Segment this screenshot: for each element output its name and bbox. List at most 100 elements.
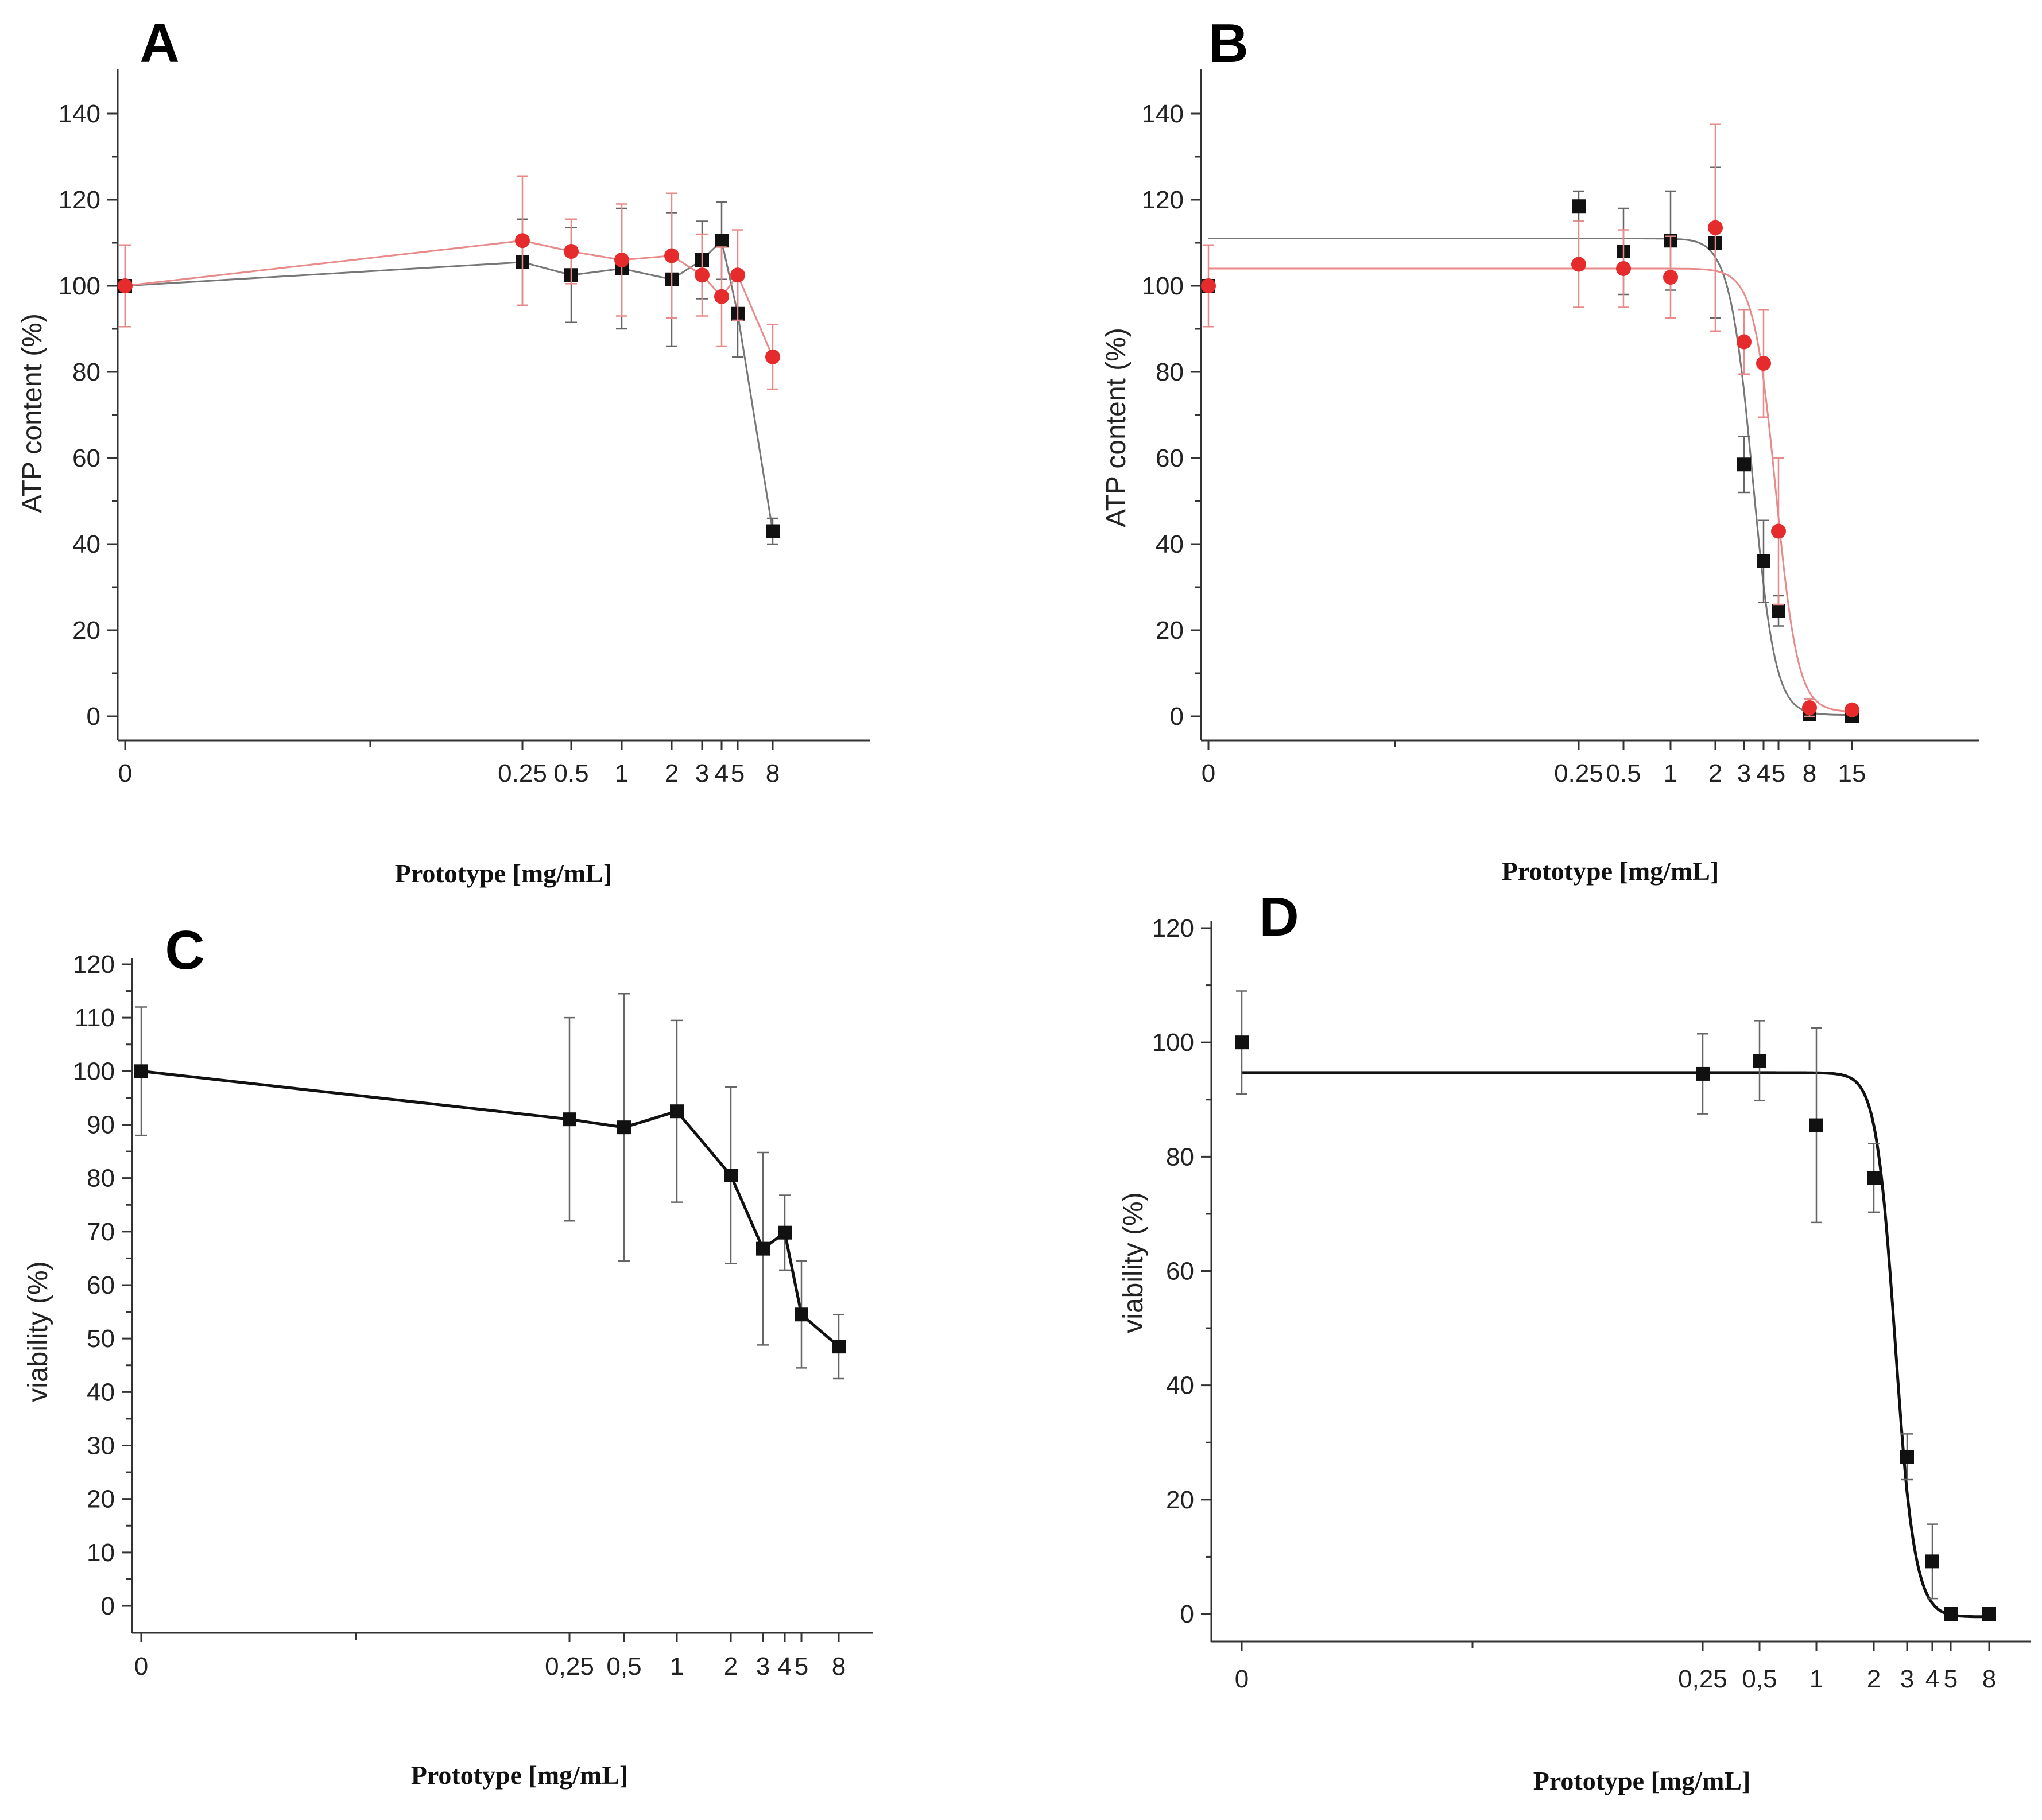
- fit-curve: [1208, 267, 1853, 713]
- x-tick-label: 4: [715, 759, 729, 787]
- data-point: [1809, 1118, 1823, 1132]
- data-point: [118, 278, 133, 293]
- y-tick-label: 100: [1142, 272, 1184, 300]
- data-point: [1772, 604, 1785, 618]
- data-point: [1900, 1450, 1914, 1464]
- y-tick-label: 120: [59, 186, 100, 214]
- data-point: [724, 1169, 738, 1183]
- data-point: [1235, 1035, 1249, 1050]
- x-tick-label: 8: [1982, 1665, 1996, 1693]
- data-point: [695, 267, 710, 283]
- y-axis-title: ATP content (%): [1101, 328, 1132, 527]
- fit-curve: [1208, 238, 1852, 716]
- x-tick-label: 5: [1944, 1665, 1958, 1693]
- x-tick-label: 2: [665, 759, 679, 787]
- data-point: [714, 289, 729, 304]
- y-tick-label: 60: [1166, 1258, 1194, 1286]
- panel-letter: D: [1259, 886, 1299, 948]
- x-axis-title: Prototype [mg/mL]: [411, 1760, 629, 1790]
- panel-letter: A: [140, 13, 179, 74]
- data-point: [795, 1307, 808, 1322]
- chart-panel-B: B 0 20 40 60 80 100 120 140 0 0.25 0.5 1 2 3 4 5 8 15 ATP c…: [1101, 13, 1979, 886]
- x-tick-label: 5: [1772, 759, 1785, 787]
- y-tick-label: 0: [1180, 1600, 1194, 1628]
- x-tick-label: 5: [731, 759, 745, 787]
- data-point: [134, 1064, 148, 1078]
- data-point: [664, 248, 679, 263]
- x-tick-label: 3: [695, 759, 709, 787]
- x-axis-title: Prototype [mg/mL]: [1533, 1766, 1751, 1795]
- x-axis-title: Prototype [mg/mL]: [395, 859, 613, 888]
- data-point: [1982, 1607, 1996, 1621]
- y-tick-label: 20: [87, 1485, 115, 1514]
- data-point: [563, 1112, 576, 1127]
- data-point: [1756, 356, 1771, 371]
- data-point: [778, 1225, 792, 1240]
- y-tick-label: 20: [1156, 616, 1184, 645]
- data-point: [730, 267, 745, 283]
- chart-panel-A: A 0 20 40 60 80 100 120 140 0 0.25 0.5 1 2 3 4 5 8 ATP con…: [17, 13, 870, 888]
- x-tick-label: 2: [1867, 1665, 1881, 1693]
- x-tick-label: 3: [756, 1652, 770, 1681]
- y-tick-label: 80: [1156, 358, 1184, 386]
- chart-panel-C: C 0 10 20 30 40 50 60 70 80 90 100 110 120 0 0,25 0,5 1 2 3…: [23, 919, 873, 1790]
- x-tick-label: 3: [1900, 1665, 1914, 1693]
- x-tick-label: 4: [778, 1652, 792, 1681]
- data-point: [617, 1120, 631, 1135]
- y-tick-label: 120: [1142, 186, 1184, 214]
- series-black: [118, 201, 780, 545]
- x-tick-label: 8: [1803, 759, 1816, 787]
- data-point: [715, 234, 729, 248]
- data-point: [1771, 523, 1786, 539]
- y-axis-title: ATP content (%): [17, 313, 48, 513]
- panel-letter: B: [1208, 13, 1248, 74]
- data-point: [1802, 700, 1817, 715]
- y-tick-label: 140: [1142, 100, 1184, 128]
- data-point: [1616, 261, 1631, 276]
- y-tick-label: 0: [101, 1592, 115, 1620]
- x-tick-label: 1: [1664, 759, 1677, 787]
- data-point: [1753, 1054, 1766, 1068]
- data-point: [1696, 1066, 1710, 1081]
- data-point: [765, 349, 780, 364]
- x-tick-label: 0: [1235, 1665, 1249, 1693]
- y-tick-label: 100: [59, 272, 100, 300]
- x-tick-label: 0.5: [1606, 759, 1641, 787]
- y-tick-label: 50: [87, 1325, 115, 1353]
- x-tick-label: 15: [1838, 759, 1866, 787]
- data-point: [564, 244, 579, 259]
- y-tick-label: 60: [72, 444, 100, 472]
- x-tick-label: 0,25: [1678, 1665, 1727, 1693]
- x-tick-label: 0: [118, 759, 132, 787]
- data-point: [756, 1241, 770, 1256]
- x-tick-label: 4: [1757, 759, 1770, 787]
- x-tick-label: 0: [1202, 759, 1215, 787]
- data-point: [1572, 199, 1586, 214]
- chart-panel-D: D 0 20 40 60 80 100 120 0 0,25 0,5 1 2 3 4 5 8 viability …: [1118, 886, 2031, 1795]
- y-tick-label: 140: [59, 100, 100, 128]
- y-tick-label: 60: [87, 1271, 115, 1299]
- y-tick-label: 110: [75, 1004, 115, 1032]
- x-tick-label: 1: [615, 759, 629, 787]
- y-tick-label: 60: [1156, 444, 1184, 472]
- x-tick-label: 4: [1925, 1665, 1939, 1693]
- y-tick-label: 120: [73, 950, 115, 979]
- y-tick-label: 0: [1170, 703, 1184, 731]
- data-point: [670, 1104, 684, 1119]
- y-tick-label: 100: [1152, 1029, 1194, 1057]
- data-point: [1867, 1171, 1881, 1185]
- x-tick-label: 0.25: [498, 759, 547, 787]
- data-point: [766, 524, 780, 538]
- x-tick-label: 0: [134, 1652, 148, 1681]
- series-red: [1201, 123, 1859, 717]
- x-tick-label: 3: [1737, 759, 1751, 787]
- x-tick-label: 1: [1809, 1665, 1823, 1693]
- series-black: [1235, 990, 1996, 1621]
- data-point: [614, 253, 629, 267]
- x-tick-label: 0.25: [1554, 759, 1603, 787]
- x-axis-title: Prototype [mg/mL]: [1502, 856, 1719, 886]
- data-point: [1925, 1554, 1939, 1569]
- series-black: [134, 992, 846, 1380]
- y-tick-label: 10: [87, 1539, 115, 1567]
